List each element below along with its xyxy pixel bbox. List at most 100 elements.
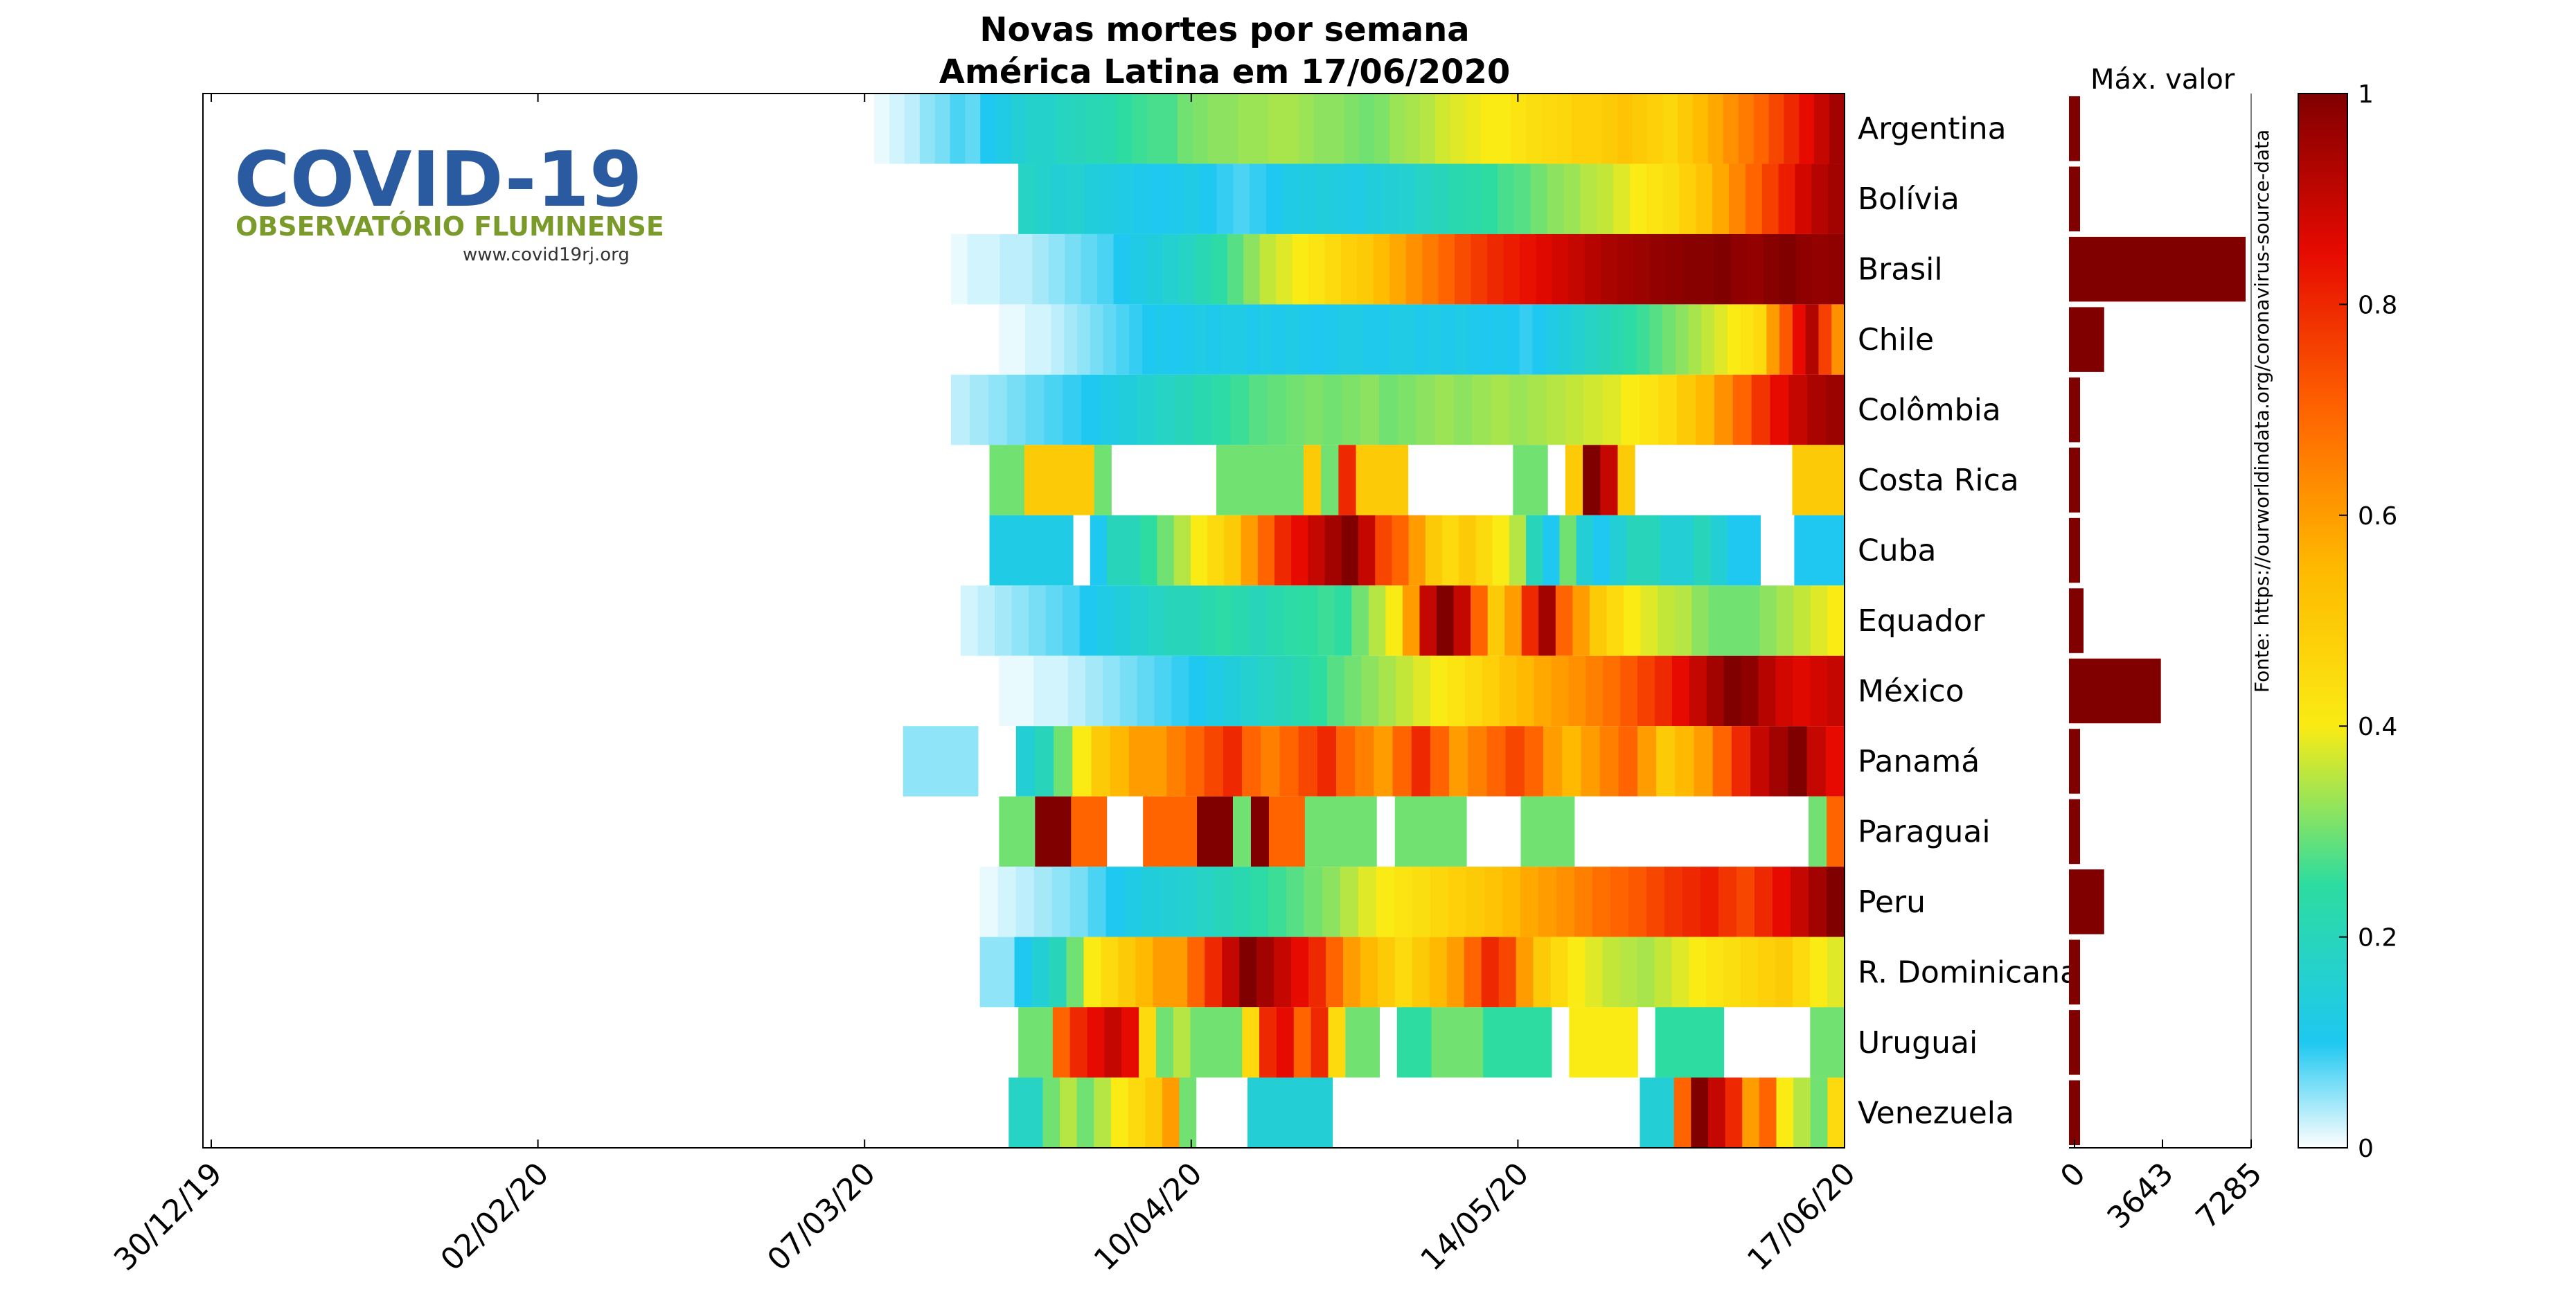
heatmap-cell <box>1283 94 1299 164</box>
heatmap-cell <box>1101 937 1119 1008</box>
heatmap-cell <box>1091 726 1111 797</box>
heatmap-cell <box>1251 445 1270 515</box>
heatmap-cell <box>1340 233 1358 305</box>
heatmap-cell <box>1654 937 1672 1008</box>
heatmap-cell <box>1691 585 1709 656</box>
country-label: Equador <box>1858 603 1985 639</box>
heatmap-cell <box>1292 655 1311 727</box>
heatmap-cell <box>1791 796 1809 867</box>
heatmap-cell <box>1730 233 1748 305</box>
heatmap-cell <box>1675 304 1689 375</box>
heatmap-cell <box>1118 937 1136 1008</box>
heatmap-cell <box>1646 163 1664 234</box>
heatmap-cell <box>1308 233 1326 305</box>
heatmap-cell <box>1502 796 1522 867</box>
heatmap-cell <box>1086 94 1103 164</box>
heatmap-cell <box>1662 163 1680 234</box>
heatmap-cell <box>1349 1077 1368 1148</box>
heatmap-cell <box>1414 163 1432 234</box>
heatmap-cell <box>1006 374 1027 445</box>
heatmap-cell <box>1450 94 1466 164</box>
heatmap-cell <box>1712 163 1730 234</box>
heatmap-cell <box>1311 1007 1329 1078</box>
heatmap-cell <box>1696 163 1713 234</box>
heatmap-cell <box>1604 1007 1622 1078</box>
heatmap-cell <box>1194 304 1208 375</box>
heatmap-cell <box>1517 1007 1536 1078</box>
heatmap-cell <box>1211 233 1228 305</box>
heatmap-cell <box>1242 726 1261 797</box>
heatmap-cell <box>1223 655 1241 727</box>
heatmap-cell <box>1664 796 1683 867</box>
heatmap-cell <box>1038 304 1052 375</box>
heatmap-cell <box>1381 163 1399 234</box>
heatmap-cell <box>1216 445 1234 515</box>
heatmap-cell <box>1727 304 1741 375</box>
heatmap-cell <box>1552 1007 1570 1078</box>
heatmap-cell <box>1623 585 1642 656</box>
heatmap-cell <box>1793 937 1811 1008</box>
heatmap-cell <box>1732 374 1752 445</box>
heatmap-cell <box>999 304 1013 375</box>
heatmap-cell <box>1725 1077 1743 1148</box>
heatmap-cell <box>1723 94 1739 164</box>
heatmap-cell <box>979 937 998 1008</box>
heatmap-cell <box>1448 867 1467 937</box>
heatmap-cell <box>1266 585 1284 656</box>
heatmap-cell <box>1430 796 1450 867</box>
heatmap-cell <box>1034 163 1052 234</box>
heatmap-cell <box>1011 585 1029 656</box>
heatmap-cell <box>1495 94 1512 164</box>
heatmap-cell <box>1413 655 1431 727</box>
heatmap-cell <box>1292 233 1309 305</box>
heatmap-cell <box>1658 585 1676 656</box>
x-tick-label: 17/06/20 <box>1741 1156 1863 1278</box>
heatmap-cell <box>1588 1077 1606 1148</box>
heatmap-cell <box>1323 374 1342 445</box>
heatmap-cell <box>1073 515 1091 586</box>
heatmap-cell <box>1793 655 1811 727</box>
heatmap-cell <box>1647 94 1663 164</box>
heatmap-cell <box>1795 163 1812 234</box>
heatmap-cell <box>1024 304 1039 375</box>
heatmap-cell <box>1177 94 1193 164</box>
heatmap-cell <box>1193 374 1212 445</box>
heatmap-cell <box>1434 374 1455 445</box>
heatmap-cell <box>1198 445 1217 515</box>
heatmap-cell <box>1100 374 1119 445</box>
heatmap-cell <box>874 94 890 164</box>
heatmap-cell <box>1806 726 1827 797</box>
heatmap-cell <box>1827 445 1845 515</box>
heatmap-cell <box>1006 515 1024 586</box>
heatmap-cell <box>1484 796 1504 867</box>
heatmap-cell <box>1071 94 1087 164</box>
heatmap-cell <box>1626 515 1644 586</box>
heatmap-cell <box>951 374 970 445</box>
country-label: Costa Rica <box>1858 463 2019 498</box>
heatmap-cell <box>1308 515 1326 586</box>
heatmap-cell <box>1736 796 1755 867</box>
heatmap-cell <box>1181 445 1200 515</box>
heatmap-cell <box>1516 655 1535 727</box>
heatmap-cell <box>1051 163 1069 234</box>
heatmap-cell <box>1610 796 1629 867</box>
heatmap-cell <box>1620 655 1638 727</box>
heatmap-cell <box>1340 796 1360 867</box>
heatmap-cell <box>1068 655 1086 727</box>
heatmap-cell <box>1779 233 1797 305</box>
heatmap-cell <box>1731 726 1751 797</box>
heatmap-cell <box>1464 163 1482 234</box>
heatmap-cells <box>874 94 1845 1148</box>
heatmap-cell <box>1220 304 1234 375</box>
heatmap-cell <box>1408 445 1426 515</box>
heatmap-cell <box>1452 1077 1470 1148</box>
heatmap-cell <box>1459 515 1477 586</box>
heatmap-cell <box>1198 585 1216 656</box>
heatmap-cell <box>1422 233 1439 305</box>
heatmap-cell <box>1679 163 1696 234</box>
heatmap-cell <box>1827 655 1845 727</box>
heatmap-cell <box>1526 515 1543 586</box>
heatmap-cell <box>1565 374 1585 445</box>
heatmap-cell <box>1453 585 1471 656</box>
heatmap-cell <box>1738 94 1755 164</box>
